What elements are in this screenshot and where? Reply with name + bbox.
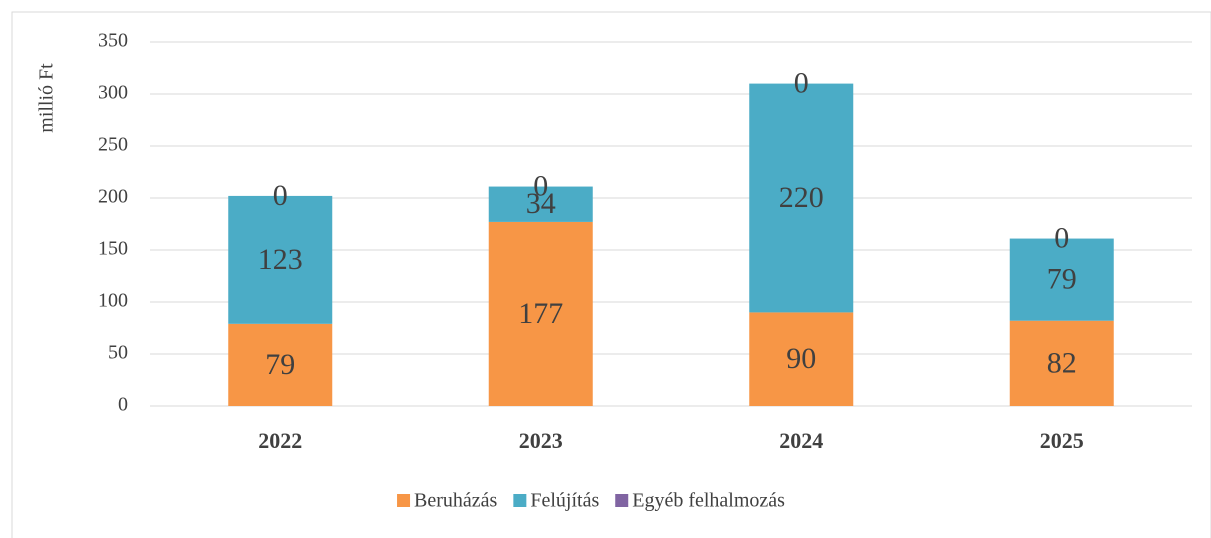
legend-swatch — [615, 494, 628, 507]
y-tick-label: 100 — [98, 290, 128, 312]
x-tick-label: 2024 — [779, 428, 823, 453]
data-label: 123 — [258, 243, 303, 276]
data-label: 0 — [794, 66, 809, 99]
data-label: 79 — [265, 348, 295, 381]
data-label: 0 — [533, 169, 548, 202]
data-label: 79 — [1047, 263, 1077, 296]
chart: millió Ft 0 50 100 150 200 250 300 350 2022 79 123… — [0, 0, 1211, 538]
y-tick-label: 200 — [98, 186, 128, 208]
y-tick-label: 350 — [98, 30, 128, 52]
data-label: 90 — [786, 342, 816, 375]
x-tick-label: 2025 — [1040, 428, 1084, 453]
x-tick-label: 2022 — [258, 428, 302, 453]
legend-swatch — [513, 494, 526, 507]
y-tick-label: 150 — [98, 238, 128, 260]
legend-label: Beruházás — [414, 490, 498, 512]
data-label: 220 — [779, 181, 824, 214]
x-tick-label: 2023 — [519, 428, 563, 453]
data-label: 177 — [518, 297, 563, 330]
y-tick-label: 0 — [118, 394, 128, 416]
data-label: 0 — [1054, 221, 1069, 254]
legend-label: Egyéb felhalmozás — [632, 490, 785, 512]
data-label: 82 — [1047, 346, 1077, 379]
legend-label: Felújítás — [530, 490, 599, 512]
data-label: 0 — [273, 179, 288, 212]
y-axis-label: millió Ft — [36, 63, 58, 133]
legend-swatch — [397, 494, 410, 507]
y-tick-label: 50 — [108, 342, 128, 364]
y-tick-label: 250 — [98, 134, 128, 156]
y-tick-label: 300 — [98, 82, 128, 104]
